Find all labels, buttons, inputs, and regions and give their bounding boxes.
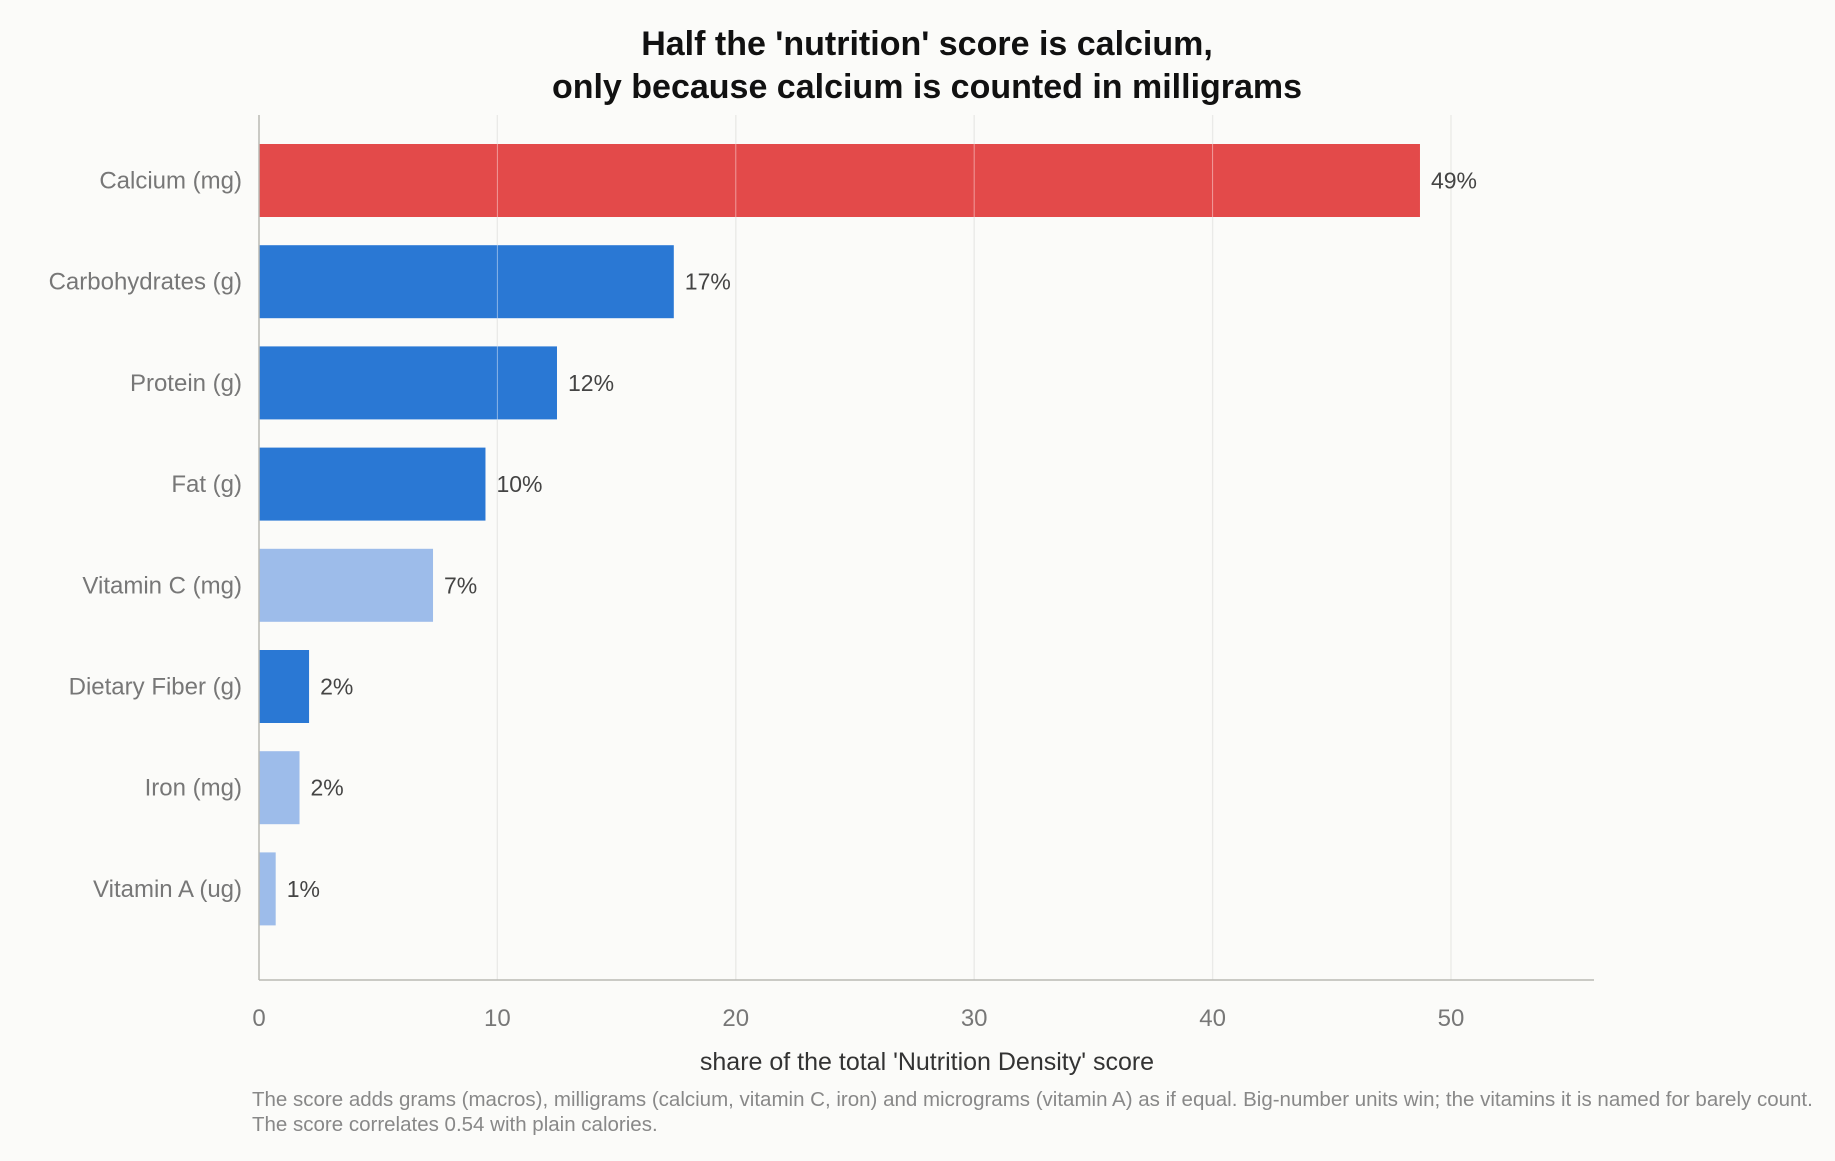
x-tick-label: 10 xyxy=(484,1005,511,1032)
value-label: 12% xyxy=(568,370,614,396)
axes xyxy=(258,115,1594,981)
value-label: 2% xyxy=(320,674,353,700)
value-label: 7% xyxy=(444,572,477,598)
bar-fat-g xyxy=(259,447,486,521)
bar-calcium-mg xyxy=(259,144,1420,217)
bar-iron-mg xyxy=(259,751,300,825)
gridlines xyxy=(496,115,1452,980)
x-tick-label: 30 xyxy=(961,1005,988,1032)
value-label: 17% xyxy=(685,269,731,295)
value-label: 1% xyxy=(287,876,320,902)
value-label: 49% xyxy=(1431,168,1477,194)
bar-dietary-fiber-g xyxy=(259,650,310,723)
bar-carbohydrates-g xyxy=(259,245,674,319)
category-label: Vitamin A (ug) xyxy=(93,876,242,903)
x-tick-label: 40 xyxy=(1199,1005,1226,1032)
category-label: Dietary Fiber (g) xyxy=(69,674,242,701)
bars xyxy=(259,115,1452,980)
chart-title-line-2: only because calcium is counted in milli… xyxy=(552,68,1302,106)
chart-footnote: The score adds grams (macros), milligram… xyxy=(252,1088,1813,1136)
category-label: Calcium (mg) xyxy=(99,168,242,195)
chart-title-line-1: Half the 'nutrition' score is calcium, xyxy=(641,25,1213,63)
chart-title: Half the 'nutrition' score is calcium, o… xyxy=(552,25,1302,106)
category-label: Vitamin C (mg) xyxy=(82,572,242,599)
bar-vitamin-c-mg xyxy=(259,548,434,622)
bar-protein-g xyxy=(259,346,557,420)
labels: 0 10 20 30 40 50 Calcium (mg) 49% Carbohydrates … xyxy=(49,168,1477,1033)
category-label: Carbohydrates (g) xyxy=(49,269,242,296)
category-label: Protein (g) xyxy=(130,370,242,397)
category-label: Iron (mg) xyxy=(145,775,242,802)
value-label: 10% xyxy=(496,471,542,497)
x-tick-label: 0 xyxy=(252,1005,265,1032)
bar-vitamin-a-ug xyxy=(259,852,276,926)
x-axis-label: share of the total 'Nutrition Density' s… xyxy=(700,1048,1154,1076)
x-tick-label: 50 xyxy=(1438,1005,1465,1032)
x-tick-label: 20 xyxy=(722,1005,749,1032)
value-label: 2% xyxy=(311,775,344,801)
category-label: Fat (g) xyxy=(171,471,242,498)
